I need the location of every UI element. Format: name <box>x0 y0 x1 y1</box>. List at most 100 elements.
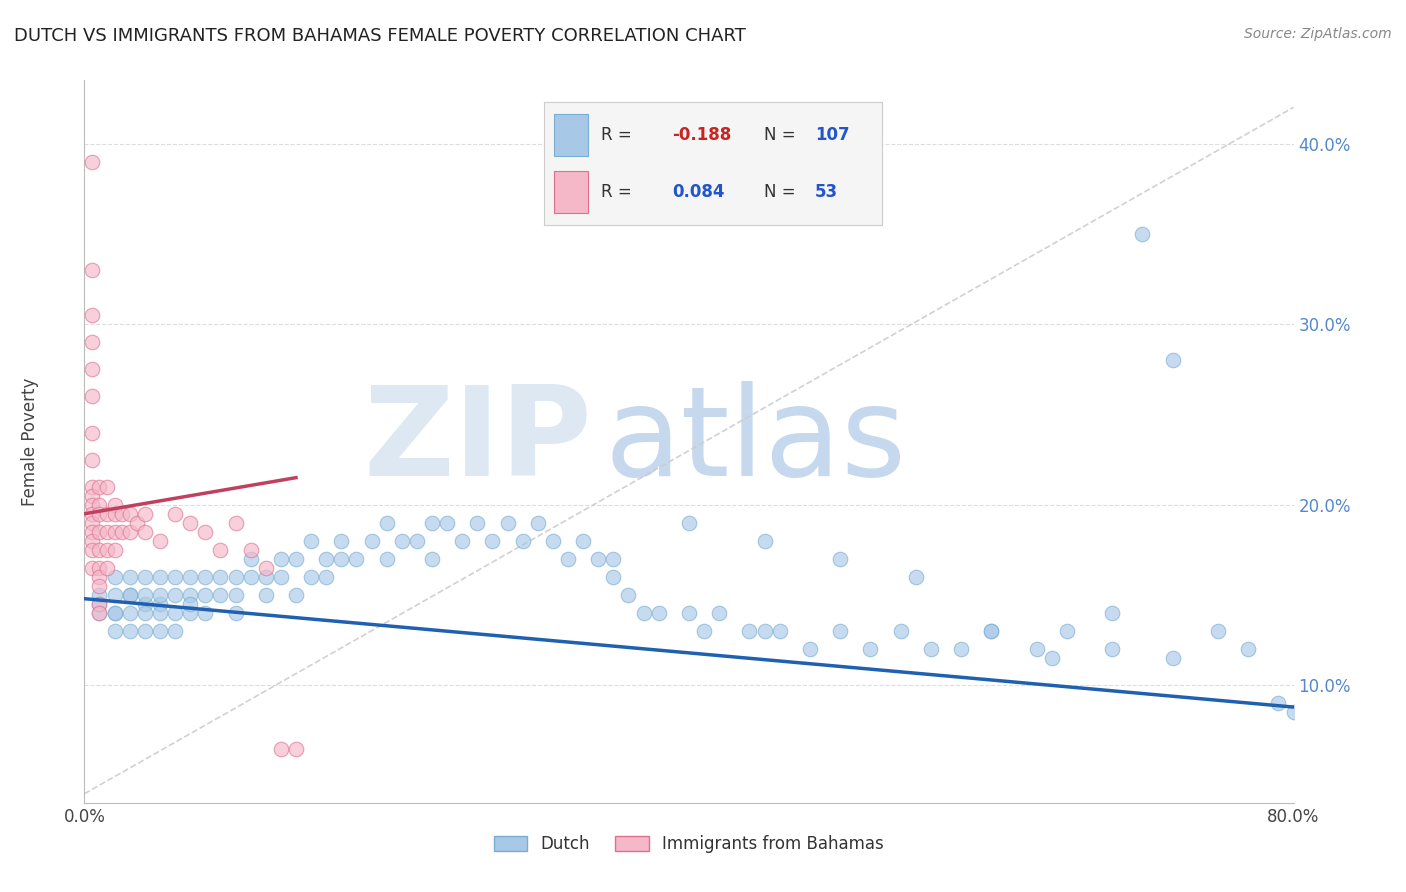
Point <box>859 642 882 657</box>
Point <box>239 570 262 584</box>
Point <box>375 552 398 566</box>
Point <box>194 524 217 539</box>
Point <box>96 561 118 575</box>
Point <box>118 588 141 602</box>
Point <box>980 624 1002 639</box>
Point <box>89 579 111 593</box>
Point <box>209 542 232 557</box>
Point <box>89 606 111 620</box>
Point <box>104 507 127 521</box>
Point <box>391 533 413 548</box>
Point <box>134 597 156 611</box>
Text: Female Poverty: Female Poverty <box>21 377 39 506</box>
Point <box>1161 651 1184 665</box>
Point <box>104 588 127 602</box>
Point <box>1101 642 1123 657</box>
Point <box>89 570 111 584</box>
Point <box>118 588 141 602</box>
Point <box>754 533 776 548</box>
Point <box>406 533 429 548</box>
Point <box>209 570 232 584</box>
Point <box>693 624 716 639</box>
Point <box>149 588 172 602</box>
Point <box>134 588 156 602</box>
Point <box>80 516 103 530</box>
Point <box>527 516 550 530</box>
Point <box>104 524 127 539</box>
Point <box>270 741 292 756</box>
Point <box>1237 642 1260 657</box>
Point <box>80 425 103 440</box>
Legend: Dutch, Immigrants from Bahamas: Dutch, Immigrants from Bahamas <box>488 828 890 860</box>
Point <box>96 507 118 521</box>
Point <box>89 606 111 620</box>
Point <box>165 507 187 521</box>
Point <box>127 516 149 530</box>
Point <box>194 588 217 602</box>
Text: atlas: atlas <box>605 381 907 502</box>
Point <box>467 516 489 530</box>
Point <box>633 606 655 620</box>
Point <box>149 624 172 639</box>
Point <box>165 570 187 584</box>
Point <box>80 362 103 376</box>
Point <box>165 624 187 639</box>
Point <box>1025 642 1047 657</box>
Point <box>80 507 103 521</box>
Point <box>89 480 111 494</box>
Point <box>225 588 247 602</box>
Point <box>104 498 127 512</box>
Point <box>285 741 308 756</box>
Point <box>80 263 103 277</box>
Point <box>179 597 201 611</box>
Point <box>165 588 187 602</box>
Point <box>134 507 156 521</box>
Point <box>346 552 368 566</box>
Point <box>134 524 156 539</box>
Point <box>678 606 700 620</box>
Point <box>738 624 761 639</box>
Point <box>149 570 172 584</box>
Point <box>194 606 217 620</box>
Point <box>617 588 640 602</box>
Point <box>588 552 610 566</box>
Point <box>830 552 852 566</box>
Point <box>904 570 927 584</box>
Point <box>451 533 474 548</box>
Point <box>89 597 111 611</box>
Point <box>149 597 172 611</box>
Point <box>118 524 141 539</box>
Point <box>299 533 322 548</box>
Point <box>1206 624 1229 639</box>
Point <box>134 624 156 639</box>
Point <box>118 570 141 584</box>
Point <box>285 552 308 566</box>
Point <box>920 642 942 657</box>
Point <box>254 570 277 584</box>
Point <box>179 516 201 530</box>
Point <box>149 606 172 620</box>
Point <box>315 570 337 584</box>
Point <box>315 552 337 566</box>
Point <box>375 516 398 530</box>
Point <box>80 154 103 169</box>
Point <box>330 552 353 566</box>
Point <box>270 570 292 584</box>
Point <box>96 524 118 539</box>
Point <box>149 533 172 548</box>
Point <box>1056 624 1078 639</box>
Point <box>769 624 792 639</box>
Point <box>209 588 232 602</box>
Point <box>179 570 201 584</box>
Point <box>1040 651 1063 665</box>
Point <box>299 570 322 584</box>
Point <box>111 507 134 521</box>
Point <box>111 524 134 539</box>
Point <box>80 452 103 467</box>
Point <box>225 516 247 530</box>
Point <box>96 480 118 494</box>
Point <box>165 606 187 620</box>
Text: DUTCH VS IMMIGRANTS FROM BAHAMAS FEMALE POVERTY CORRELATION CHART: DUTCH VS IMMIGRANTS FROM BAHAMAS FEMALE … <box>14 27 747 45</box>
Point <box>104 606 127 620</box>
Point <box>80 561 103 575</box>
